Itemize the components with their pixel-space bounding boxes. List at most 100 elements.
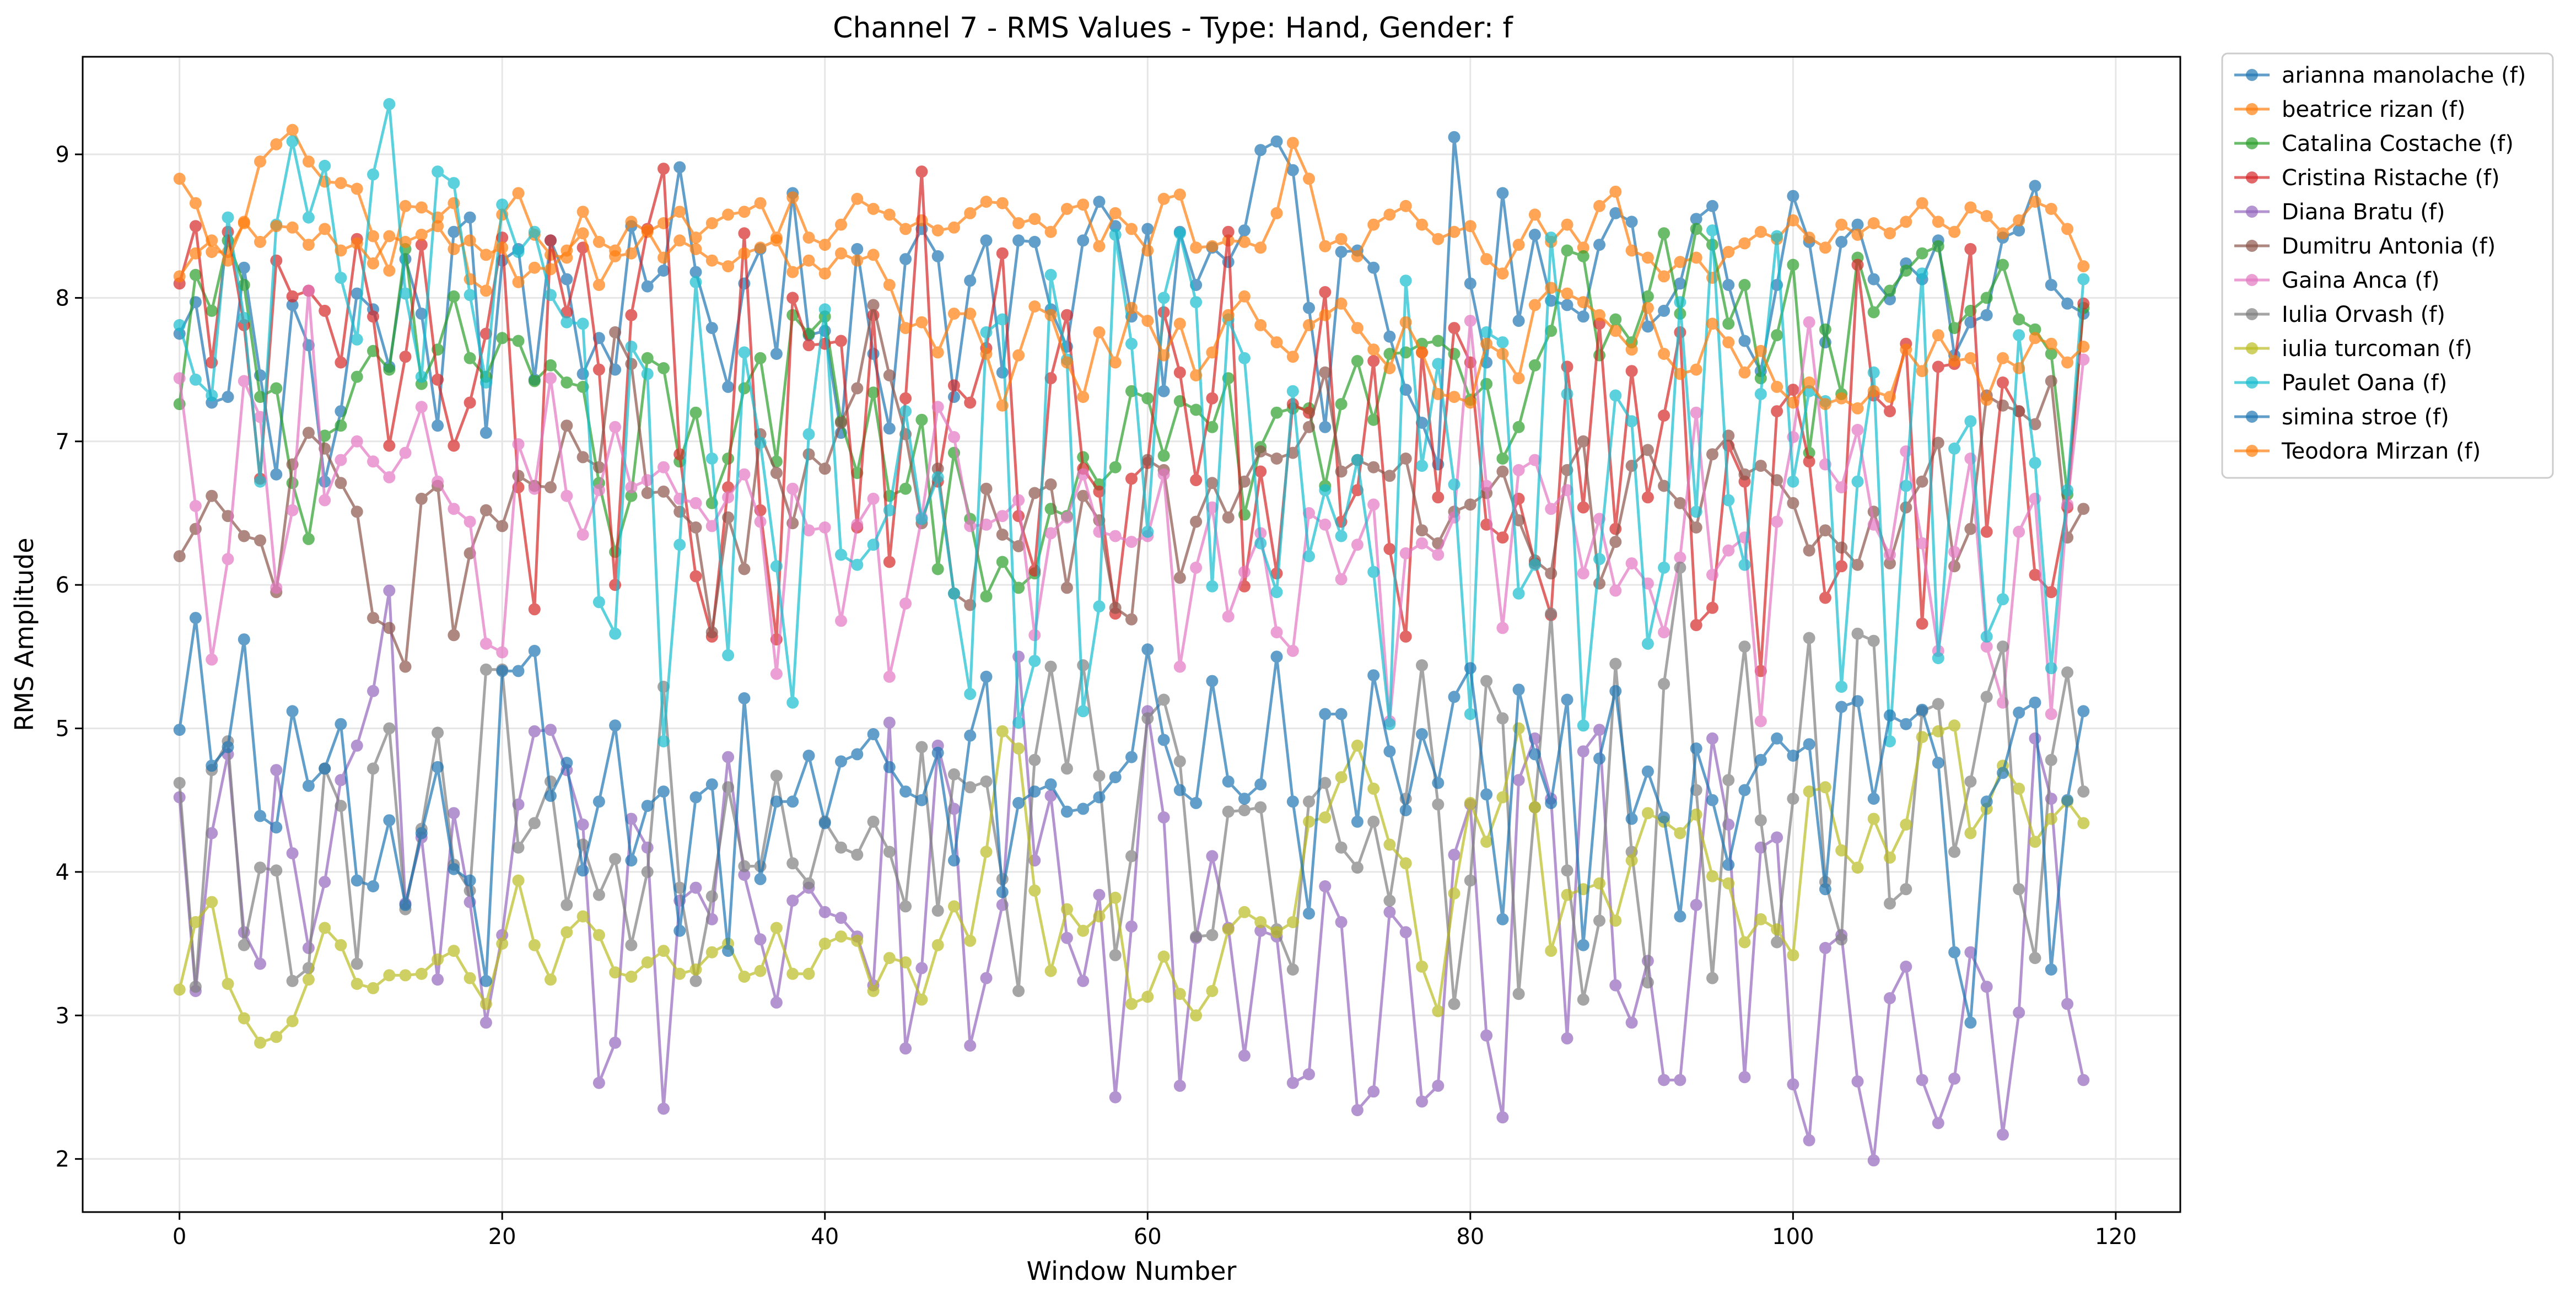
data-point <box>899 392 912 405</box>
data-point <box>1787 475 1799 488</box>
data-point <box>592 461 605 473</box>
data-point <box>528 482 541 495</box>
data-point <box>802 967 815 980</box>
data-point <box>1593 577 1605 590</box>
data-point <box>545 234 557 247</box>
data-point <box>625 341 638 353</box>
data-point <box>2061 356 2074 369</box>
data-point <box>1270 135 1283 148</box>
data-point <box>1609 584 1622 597</box>
data-point <box>1851 402 1864 414</box>
data-point <box>1464 396 1476 409</box>
data-point <box>479 376 492 389</box>
data-point <box>351 435 363 448</box>
data-point <box>1851 558 1864 571</box>
data-point <box>576 451 589 464</box>
data-point <box>512 335 525 347</box>
data-point <box>1480 1029 1493 1042</box>
data-point <box>1690 898 1702 911</box>
data-point <box>1867 273 1880 286</box>
data-point <box>432 973 444 986</box>
data-point <box>1125 613 1138 626</box>
data-point <box>1416 524 1428 537</box>
x-tick-label: 0 <box>173 1224 186 1250</box>
data-point <box>980 196 993 208</box>
data-point <box>1464 874 1476 887</box>
data-point <box>1335 233 1348 245</box>
data-point <box>286 221 299 234</box>
data-point <box>1254 801 1267 814</box>
data-point <box>1884 548 1896 561</box>
data-point <box>996 366 1009 379</box>
data-point <box>883 952 896 965</box>
data-point <box>1319 366 1332 379</box>
data-point <box>738 692 751 704</box>
data-point <box>2029 323 2041 336</box>
data-point <box>931 746 944 759</box>
data-point <box>432 726 444 739</box>
data-point <box>1706 972 1718 984</box>
data-point <box>738 971 751 983</box>
data-point <box>1060 356 1073 369</box>
data-point <box>1900 480 1912 492</box>
data-point <box>851 254 864 267</box>
data-point <box>948 768 960 780</box>
data-point <box>415 239 428 251</box>
x-tick-label: 20 <box>488 1224 516 1250</box>
data-point <box>931 471 944 483</box>
data-point <box>270 138 283 150</box>
data-point <box>479 1016 492 1029</box>
data-point <box>383 265 396 277</box>
data-point <box>722 491 735 504</box>
data-point <box>1109 228 1122 241</box>
data-point <box>1851 627 1864 640</box>
data-point <box>1044 527 1057 540</box>
data-point <box>1303 1068 1315 1080</box>
data-point <box>1658 270 1670 283</box>
data-point <box>1545 325 1558 337</box>
data-point <box>1496 1111 1509 1124</box>
data-point <box>1351 355 1364 367</box>
data-point <box>1432 491 1445 504</box>
legend-label: Teodora Mirzan (f) <box>2281 439 2481 464</box>
data-point <box>2045 662 2057 675</box>
data-point <box>1060 581 1073 594</box>
legend-marker <box>2246 69 2258 81</box>
data-point <box>883 717 896 729</box>
data-point <box>319 876 331 889</box>
data-point <box>1448 322 1461 335</box>
data-point <box>689 521 702 534</box>
data-point <box>1286 164 1299 176</box>
data-point <box>1157 468 1170 481</box>
data-point <box>835 417 847 429</box>
data-point <box>1399 346 1412 359</box>
data-point <box>915 165 928 178</box>
data-point <box>1416 460 1428 472</box>
data-point <box>1383 895 1396 907</box>
data-point <box>1286 351 1299 363</box>
data-point <box>1787 259 1799 271</box>
data-point <box>1303 550 1315 563</box>
data-point <box>1238 290 1251 303</box>
data-point <box>609 250 622 262</box>
data-point <box>1658 561 1670 574</box>
data-point <box>254 475 266 488</box>
data-point <box>1432 335 1445 347</box>
data-point <box>1109 1091 1122 1103</box>
data-point <box>1593 877 1605 890</box>
data-point <box>254 155 266 168</box>
data-point <box>1932 652 1944 664</box>
data-point <box>302 284 315 297</box>
data-point <box>2077 1074 2090 1086</box>
data-point <box>1480 480 1493 492</box>
data-point <box>206 653 218 666</box>
data-point <box>1416 1095 1428 1108</box>
data-point <box>238 375 250 387</box>
data-point <box>2077 353 2090 366</box>
data-point <box>319 223 331 235</box>
data-point <box>1658 304 1670 317</box>
data-point <box>1964 243 1977 255</box>
data-point <box>1577 939 1589 951</box>
series-11 <box>173 216 2090 414</box>
data-point <box>173 319 186 331</box>
